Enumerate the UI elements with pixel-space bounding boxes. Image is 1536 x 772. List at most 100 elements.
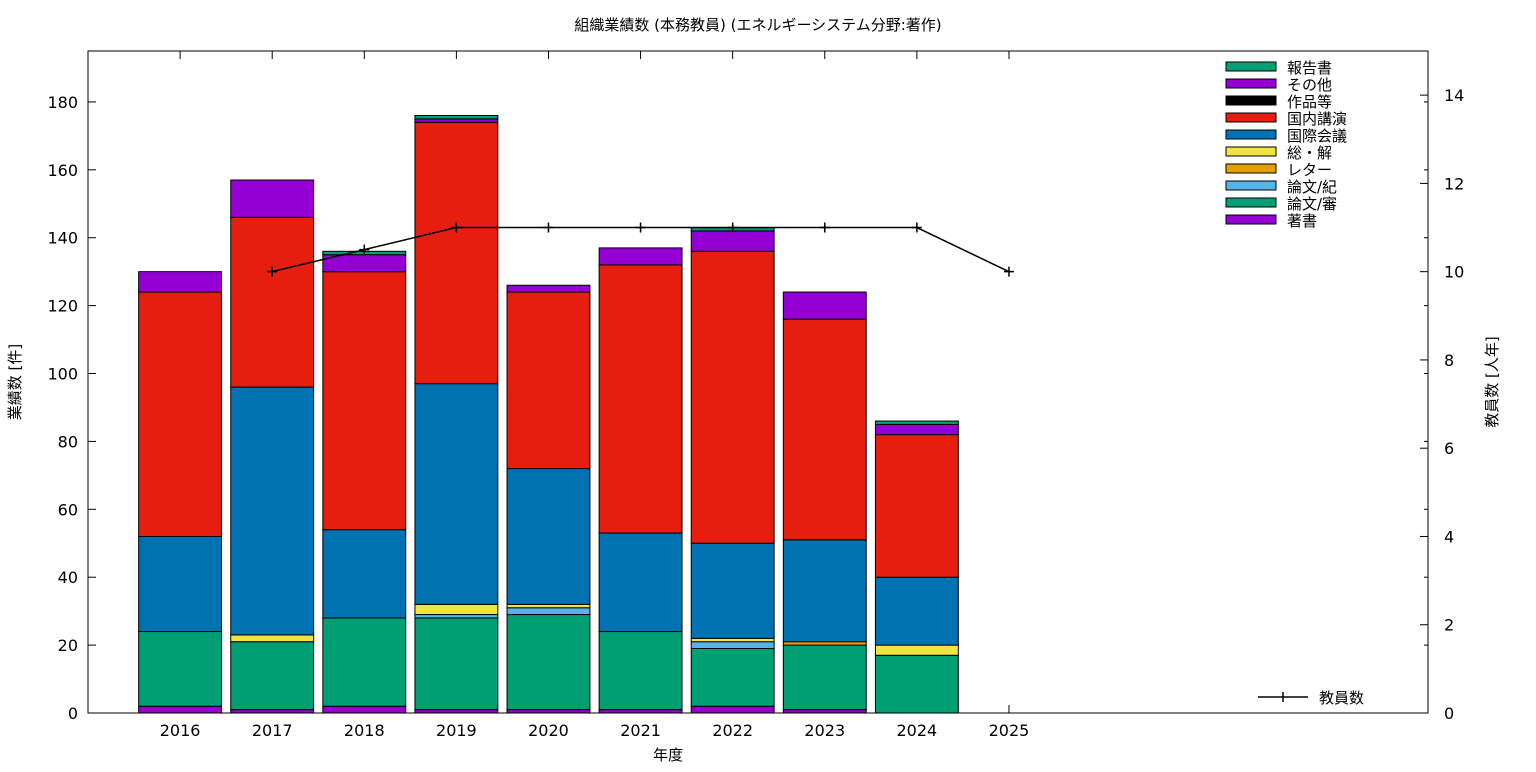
bar-segment [414, 617, 499, 711]
y-tick-label: 40 [58, 568, 78, 587]
y-tick-label: 160 [47, 161, 78, 180]
y-tick-label: 60 [58, 500, 78, 519]
legend-swatch [1225, 214, 1277, 225]
legend-swatch [1225, 180, 1277, 191]
bar-segment [782, 644, 867, 711]
bar-segment [598, 247, 683, 266]
legend-line-label: 教員数 [1319, 689, 1364, 707]
legend-label: 報告書 [1287, 59, 1332, 77]
bar-segment [874, 423, 959, 436]
y2-tick-label: 8 [1444, 351, 1454, 370]
y-tick-label: 20 [58, 636, 78, 655]
x-tick-label: 2023 [804, 721, 845, 740]
x-tick-label: 2018 [344, 721, 385, 740]
y2-tick-label: 12 [1444, 174, 1464, 193]
bar-segment [138, 705, 223, 714]
legend-swatch [1225, 112, 1277, 123]
bar-segment [138, 291, 223, 537]
legend-label: 国際会議 [1287, 127, 1347, 145]
bar-segment [690, 705, 775, 714]
bar-segment [414, 603, 499, 616]
y-tick-label: 140 [47, 229, 78, 248]
legend-swatch [1225, 129, 1277, 140]
bar-segment [506, 607, 591, 616]
bar-segment [138, 631, 223, 707]
legend-swatch [1225, 163, 1277, 174]
bar-segment [506, 291, 591, 470]
legend-label: 論文/紀 [1287, 178, 1337, 196]
bar-segment [414, 614, 499, 619]
bar-segment [690, 641, 775, 649]
line-point [819, 222, 830, 233]
x-tick-label: 2024 [897, 721, 938, 740]
x-tick-label: 2020 [528, 721, 569, 740]
bar-segment [506, 468, 591, 605]
line-point [1003, 266, 1014, 277]
bar-segment [506, 603, 591, 609]
bar-segment [598, 631, 683, 711]
bar-segment [874, 420, 959, 425]
y2-tick-label: 6 [1444, 439, 1454, 458]
bar-segment [690, 250, 775, 544]
line-point [543, 222, 554, 233]
bar-segment [414, 118, 499, 123]
line-point [451, 222, 462, 233]
bar-segment [414, 115, 499, 120]
legend-swatch [1225, 61, 1277, 72]
legend-label: レター [1287, 161, 1332, 179]
bar-segment [782, 539, 867, 643]
x-tick-label: 2016 [160, 721, 201, 740]
line-point [635, 222, 646, 233]
y2-tick-label: 4 [1444, 527, 1454, 546]
bar-segment [230, 709, 315, 714]
line-point [267, 266, 278, 277]
bar-segment [230, 179, 315, 218]
bar-segment [414, 709, 499, 714]
bar-segment [690, 542, 775, 639]
bar-segment [230, 386, 315, 636]
y-axis-label: 業績数 [件] [6, 344, 24, 420]
y-tick-label: 100 [47, 365, 78, 384]
legend-swatch [1225, 146, 1277, 157]
bar-segment [690, 637, 775, 643]
line-point [359, 244, 370, 255]
legend-label: 総・解 [1287, 144, 1332, 162]
bar-segment [598, 532, 683, 633]
chart-title: 組織業績数 (本務教員) (エネルギーシステム分野:著作) [574, 16, 941, 34]
bar-segment [414, 383, 499, 605]
y2-axis-label: 教員数 [人年] [1483, 336, 1501, 427]
x-tick-label: 2017 [252, 721, 293, 740]
legend-label: 国内講演 [1287, 110, 1347, 128]
bar-segment [598, 264, 683, 534]
bar-segment [230, 641, 315, 711]
bar-segment [414, 121, 499, 385]
bar-segment [782, 641, 867, 646]
y-tick-label: 180 [47, 93, 78, 112]
bar-segment [506, 614, 591, 711]
bar-segment [874, 434, 959, 578]
bar-segment [138, 271, 223, 293]
bar-segment [690, 230, 775, 252]
bar-segment [506, 284, 591, 293]
legend-label: 論文/審 [1287, 195, 1337, 213]
legend-label: その他 [1287, 76, 1332, 94]
bar-segment [322, 705, 407, 714]
line-point [727, 222, 738, 233]
legend-swatch [1225, 197, 1277, 208]
x-tick-label: 2019 [436, 721, 477, 740]
bar-segment [506, 709, 591, 714]
y2-tick-label: 10 [1444, 263, 1464, 282]
bar-segment [782, 709, 867, 714]
bar-segment [782, 291, 867, 320]
legend-label: 著書 [1287, 212, 1317, 230]
bar-segment [690, 647, 775, 707]
x-axis-label: 年度 [653, 746, 683, 764]
bar-segment [874, 654, 959, 714]
legend-swatch [1225, 95, 1277, 106]
bar-segment [874, 644, 959, 656]
y2-tick-label: 0 [1444, 704, 1454, 723]
bar-segment [230, 216, 315, 388]
bar-segment [782, 318, 867, 541]
